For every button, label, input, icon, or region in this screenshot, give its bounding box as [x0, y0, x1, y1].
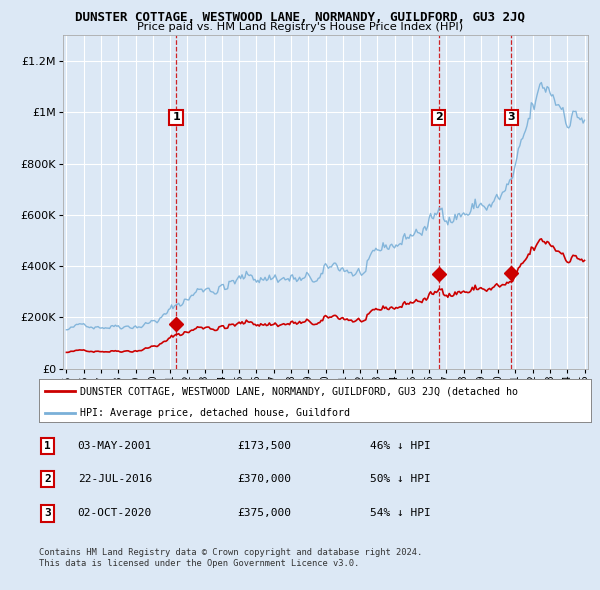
Text: Price paid vs. HM Land Registry's House Price Index (HPI): Price paid vs. HM Land Registry's House … [137, 22, 463, 32]
Text: £173,500: £173,500 [238, 441, 292, 451]
Text: 1: 1 [172, 113, 180, 123]
Text: DUNSTER COTTAGE, WESTWOOD LANE, NORMANDY, GUILDFORD, GU3 2JQ: DUNSTER COTTAGE, WESTWOOD LANE, NORMANDY… [75, 11, 525, 24]
Text: 3: 3 [508, 113, 515, 123]
Text: £375,000: £375,000 [238, 509, 292, 519]
Text: 3: 3 [44, 509, 50, 519]
Text: 54% ↓ HPI: 54% ↓ HPI [370, 509, 431, 519]
Text: 03-MAY-2001: 03-MAY-2001 [77, 441, 152, 451]
Text: 1: 1 [44, 441, 50, 451]
Text: 02-OCT-2020: 02-OCT-2020 [77, 509, 152, 519]
Text: 2: 2 [44, 474, 50, 484]
Text: 22-JUL-2016: 22-JUL-2016 [77, 474, 152, 484]
Text: 2: 2 [435, 113, 442, 123]
Text: HPI: Average price, detached house, Guildford: HPI: Average price, detached house, Guil… [80, 408, 350, 418]
Text: £370,000: £370,000 [238, 474, 292, 484]
Text: This data is licensed under the Open Government Licence v3.0.: This data is licensed under the Open Gov… [39, 559, 359, 568]
Text: Contains HM Land Registry data © Crown copyright and database right 2024.: Contains HM Land Registry data © Crown c… [39, 548, 422, 556]
Text: 50% ↓ HPI: 50% ↓ HPI [370, 474, 431, 484]
Text: 46% ↓ HPI: 46% ↓ HPI [370, 441, 431, 451]
Text: DUNSTER COTTAGE, WESTWOOD LANE, NORMANDY, GUILDFORD, GU3 2JQ (detached ho: DUNSTER COTTAGE, WESTWOOD LANE, NORMANDY… [80, 386, 518, 396]
